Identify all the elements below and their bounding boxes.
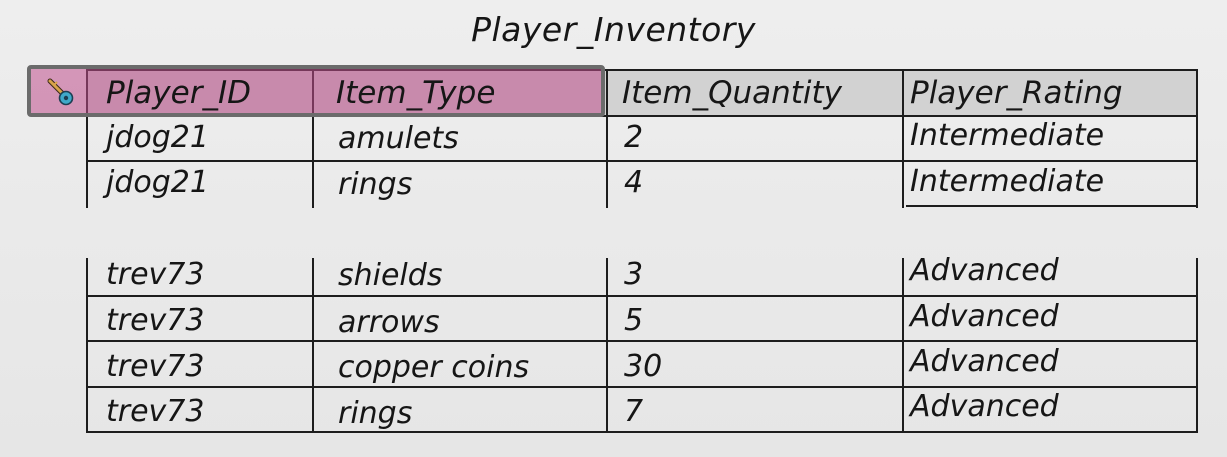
row-divider — [906, 205, 1198, 207]
cell-item-type: amulets — [338, 121, 459, 156]
cell-item-quantity: 2 — [624, 120, 644, 155]
cell-item-type: rings — [338, 167, 413, 202]
cell-player-id: trev73 — [106, 394, 205, 429]
column-divider — [1196, 69, 1198, 208]
table-title: Player_Inventory — [471, 10, 756, 49]
cell-player-rating: Advanced — [910, 253, 1059, 288]
table-bottom-border — [86, 431, 1198, 433]
cell-player-rating: Intermediate — [910, 164, 1105, 199]
column-divider — [902, 258, 904, 433]
key-icon — [47, 78, 74, 106]
header-player-rating: Player_Rating — [910, 75, 1123, 111]
primary-key-highlight — [27, 65, 605, 117]
cell-player-rating: Intermediate — [910, 118, 1105, 153]
cell-item-quantity: 5 — [624, 303, 644, 338]
column-divider — [86, 258, 88, 433]
row-divider — [86, 340, 1198, 342]
column-divider — [86, 69, 88, 208]
column-divider — [312, 258, 314, 433]
cell-item-type: shields — [338, 258, 443, 293]
cell-player-id: trev73 — [106, 257, 205, 292]
row-divider — [86, 386, 1198, 388]
table-top-border — [86, 69, 1198, 71]
cell-item-type: rings — [338, 396, 413, 431]
column-divider — [312, 69, 314, 208]
column-divider — [606, 69, 608, 208]
cell-item-quantity: 7 — [624, 394, 644, 429]
cell-item-quantity: 4 — [624, 165, 644, 200]
cell-player-rating: Advanced — [910, 299, 1059, 334]
header-item-quantity: Item_Quantity — [622, 75, 843, 111]
column-divider — [1196, 258, 1198, 433]
column-divider — [606, 258, 608, 433]
cell-player-id: jdog21 — [106, 165, 209, 200]
header-item-type: Item_Type — [336, 75, 496, 111]
cell-item-quantity: 3 — [624, 257, 644, 292]
cell-item-quantity: 30 — [624, 349, 663, 384]
cell-player-id: trev73 — [106, 303, 205, 338]
cell-player-id: jdog21 — [106, 120, 209, 155]
cell-item-type: arrows — [338, 305, 440, 340]
row-divider — [86, 295, 1198, 297]
row-divider — [86, 160, 1198, 162]
cell-item-type: copper coins — [338, 350, 530, 385]
cell-player-rating: Advanced — [910, 344, 1059, 379]
cell-player-rating: Advanced — [910, 389, 1059, 424]
cell-player-id: trev73 — [106, 349, 205, 384]
header-bottom-border — [86, 115, 1198, 117]
column-divider — [902, 69, 904, 208]
header-player-id: Player_ID — [106, 75, 251, 111]
